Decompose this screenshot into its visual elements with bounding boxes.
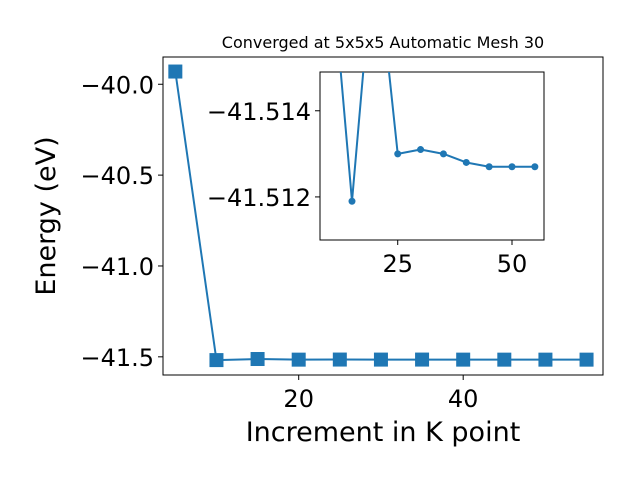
data-point [439,150,447,158]
main-y-ticks: −40.0 −40.5 −41.0 −41.5 [80,71,163,372]
y-axis-label: Energy (eV) [31,136,62,295]
y-tick-label: −40.5 [80,162,154,190]
data-point [462,158,470,166]
data-point [508,163,516,171]
data-point [485,163,493,171]
data-point [348,197,356,205]
data-point [497,352,512,367]
inset-plot-frame [319,71,545,241]
x-tick-label: 40 [448,385,479,413]
main-plot-frame [162,56,604,376]
y-tick-label: −41.5 [80,344,154,372]
data-point [538,352,553,367]
y-tick-label: −41.512 [207,184,311,212]
data-point [579,352,594,367]
y-tick-label: −40.0 [80,71,154,99]
data-point [417,146,425,154]
data-point [291,352,306,367]
inset-x-ticks: 25 50 [382,240,527,278]
inset-series [339,72,539,205]
y-tick-label: −41.514 [207,98,311,126]
chart-title: Converged at 5x5x5 Automatic Mesh 30 [222,33,544,52]
x-axis-label: Increment in K point [246,417,521,448]
data-point [250,352,265,367]
data-point [373,352,388,367]
x-tick-label: 50 [497,250,528,278]
data-point [332,352,347,367]
main-series [168,64,594,368]
y-tick-label: −41.0 [80,253,154,281]
data-point [168,64,183,79]
data-point [209,353,224,368]
data-point [415,352,430,367]
x-tick-label: 25 [382,250,413,278]
x-tick-label: 20 [283,385,314,413]
data-point [456,352,471,367]
series-line [339,72,535,203]
data-point [394,150,402,158]
inset-y-ticks: −41.514 −41.512 [207,98,320,212]
main-x-ticks: 20 40 [283,375,478,413]
data-point [531,163,539,171]
